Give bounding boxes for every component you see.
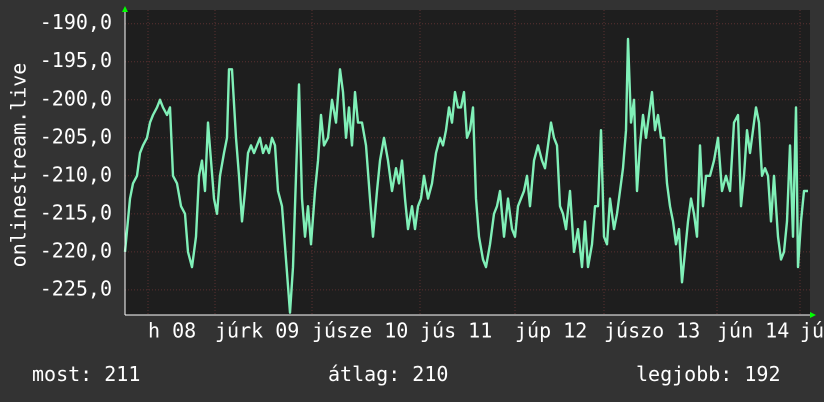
y-tick-label: -225,0 [40, 276, 112, 300]
x-tick-label: júrk 09 [215, 319, 299, 343]
x-tick-label: júszo 13 [604, 319, 700, 343]
y-tick-label: -210,0 [40, 162, 112, 186]
x-tick-label: jús 11 [420, 319, 492, 343]
x-tick-label: júsze 10 [312, 319, 408, 343]
y-tick-label: -200,0 [40, 86, 112, 110]
y-axis-label: onlinestream.live [7, 63, 31, 268]
stat-now: most: 211 [32, 362, 141, 386]
x-tick-label: h 08 [148, 319, 196, 343]
y-tick-label: -190,0 [40, 10, 112, 34]
stat-avg: átlag: 210 [328, 362, 449, 386]
y-tick-label: -205,0 [40, 124, 112, 148]
y-tick-label: -220,0 [40, 238, 112, 262]
y-tick-label: -215,0 [40, 200, 112, 224]
y-tick-label: -195,0 [40, 48, 112, 72]
x-tick-label: jún 14 [717, 319, 789, 343]
x-arrow [810, 312, 816, 318]
stat-best: legjobb: 192 [636, 362, 781, 386]
y-arrow [122, 6, 128, 12]
plot-area [125, 10, 810, 315]
data-line [123, 37, 808, 314]
x-tick-label: jú [800, 319, 824, 343]
x-tick-label: júp 12 [515, 319, 587, 343]
